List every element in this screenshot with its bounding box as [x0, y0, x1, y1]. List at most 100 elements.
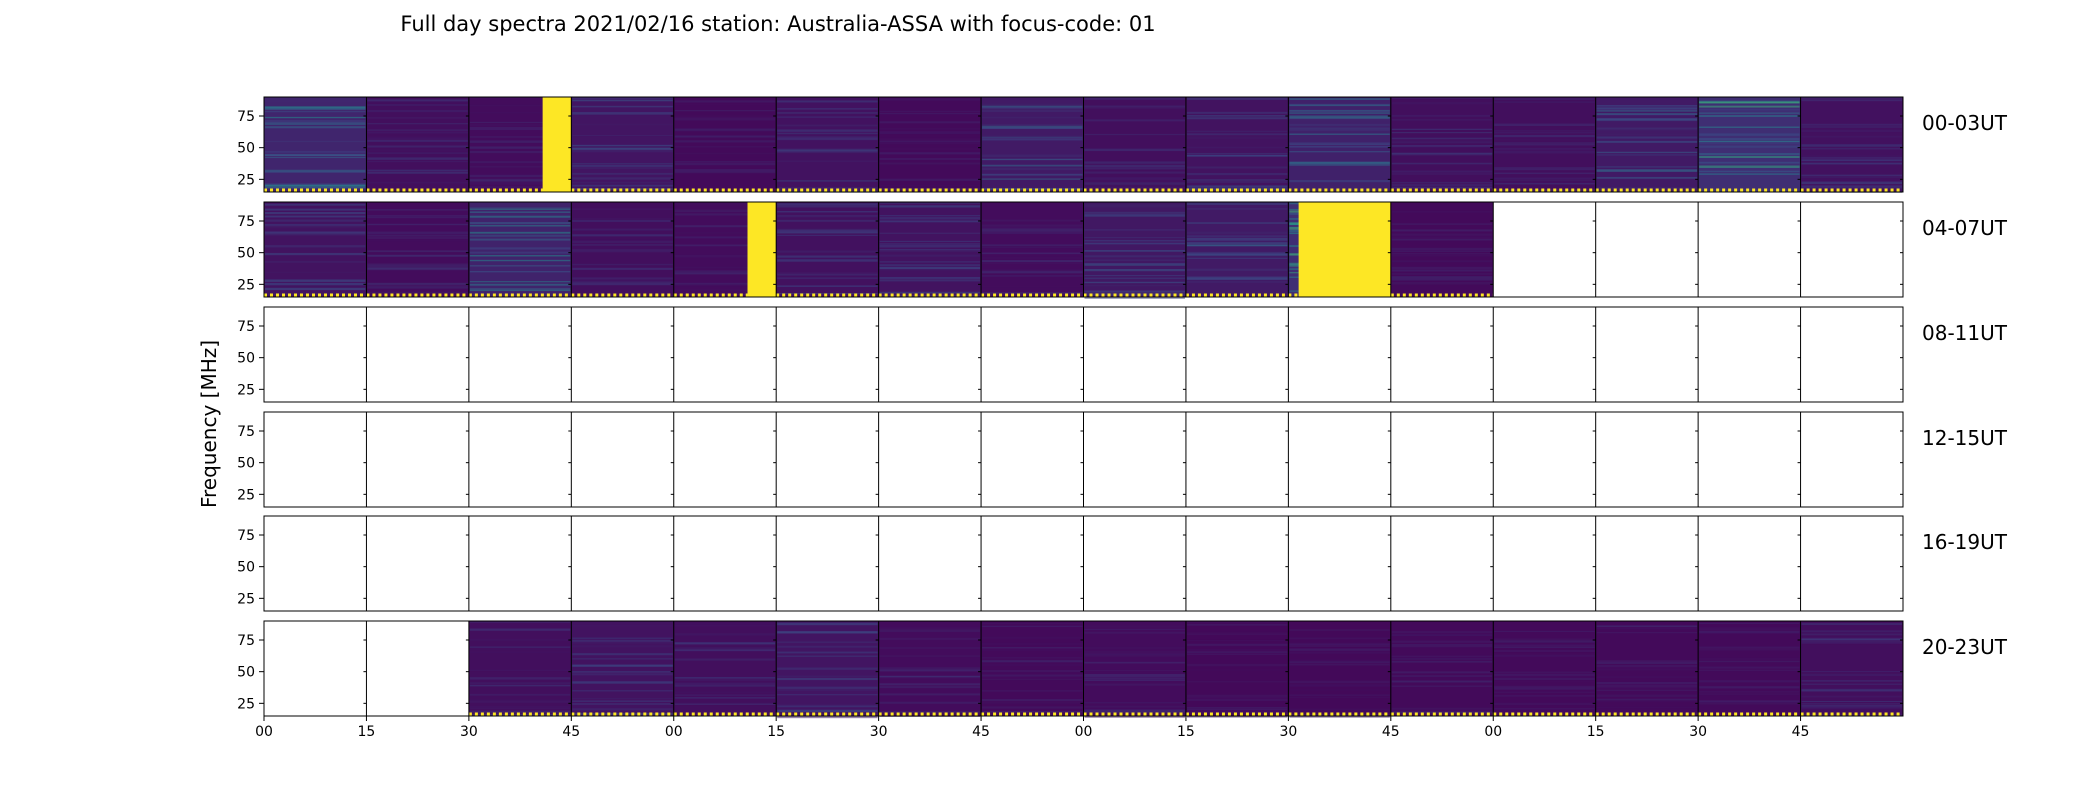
spectrum-streak [265, 287, 366, 291]
spectrum-streak [1084, 255, 1185, 258]
spectrum-streak [265, 150, 366, 153]
spectrum-streak [1699, 189, 1800, 192]
spectrum-streak [1084, 285, 1185, 287]
spectrum-streak [1186, 188, 1288, 191]
spectrum-streak [777, 136, 878, 139]
spectrum-streak [777, 112, 878, 114]
spectrum-streak [469, 140, 571, 143]
spectrum-cell [775, 97, 879, 193]
spectrum-streak [469, 97, 571, 99]
spectrum-streak [982, 103, 1083, 106]
spectrum-streak [982, 256, 1083, 260]
spectrum-streak [879, 220, 981, 223]
spectrum-cell [468, 412, 572, 507]
spectrum-streak [1391, 261, 1493, 263]
spectrum-streak [1494, 190, 1595, 193]
spectrum-cell [980, 202, 1084, 297]
spectrum-streak [265, 122, 366, 125]
spectrum-streak [1596, 119, 1698, 121]
spectrum-streak [1084, 715, 1185, 718]
spectrum-streak [1801, 623, 1902, 625]
spectrum-streak [1391, 239, 1493, 242]
spectrum-streak [1699, 632, 1800, 634]
spectrum-streak [1801, 155, 1902, 157]
spectrum-streak [469, 288, 571, 290]
spectrum-streak [777, 100, 878, 103]
xtick-label: 30 [460, 724, 478, 740]
spectrum-streak [367, 160, 468, 163]
spectrum-streak [1699, 112, 1800, 114]
spectrum-streak [367, 268, 468, 271]
spectrum-streak [1084, 646, 1185, 650]
spectrum-streak [1494, 130, 1595, 132]
spectrum-streak [1391, 238, 1493, 241]
spectrum-streak [777, 138, 878, 141]
spectrum-streak [1699, 692, 1800, 696]
spectrum-cell [1800, 412, 1903, 507]
spectrum-streak [777, 277, 878, 280]
spectrum-streak [1186, 653, 1288, 655]
spectrum-streak [1494, 691, 1595, 693]
spectrum-cell [1595, 412, 1699, 507]
spectrum-streak [572, 641, 673, 644]
spectrum-cell [980, 307, 1084, 402]
spectrum-streak [879, 264, 981, 267]
spectrum-streak [674, 649, 776, 651]
spectrum-streak [982, 137, 1083, 141]
spectrum-streak [1084, 187, 1185, 189]
spectrum-streak [1391, 655, 1493, 658]
spectrum-streak [1084, 669, 1185, 672]
spectrum-streak [777, 255, 878, 258]
spectrum-cell [980, 516, 1084, 611]
spectrum-streak [1391, 210, 1493, 213]
spectrum-streak [1596, 660, 1698, 662]
spectrum-streak [265, 215, 366, 218]
spectrum-streak [572, 263, 673, 266]
spectrum-streak [572, 282, 673, 286]
spectrum-background [1185, 97, 1289, 192]
spectrum-cell [775, 412, 879, 507]
ytick-label: 25 [237, 277, 255, 293]
spectrum-streak [1186, 256, 1288, 259]
spectrum-streak [1186, 207, 1288, 210]
spectrum-streak [879, 215, 981, 217]
spectrum-streak [777, 108, 878, 110]
spectrum-streak [1699, 700, 1800, 703]
spectrum-streak [982, 622, 1083, 625]
spectrum-streak [265, 227, 366, 229]
spectrum-streak [777, 285, 878, 287]
spectrum-streak [777, 116, 878, 118]
spectrum-streak [1596, 668, 1698, 671]
spectrum-streak [982, 669, 1083, 673]
spectrum-streak [777, 132, 878, 135]
ytick-label: 75 [237, 424, 255, 440]
spectrum-cell [365, 202, 469, 297]
row-frame [263, 306, 1904, 403]
spectrum-streak [265, 211, 366, 215]
spectrum-streak [1289, 145, 1390, 148]
spectrum-streak [879, 683, 981, 686]
spectrum-streak [367, 254, 468, 257]
spectrum-streak [777, 203, 878, 206]
xtick-label: 00 [1484, 724, 1502, 740]
spectrum-streak [1084, 673, 1185, 676]
ytick-label: 50 [237, 246, 255, 262]
spectrum-streak [1084, 264, 1185, 266]
spectrum-streak [1801, 714, 1902, 717]
spectra-row: 25 50 75 12-15UT [237, 411, 2008, 508]
spectrum-streak [1596, 154, 1698, 156]
spectrum-background [878, 97, 982, 192]
spectrum-streak [1494, 101, 1595, 103]
spectrum-cell [878, 307, 982, 402]
spectrum-streak [777, 686, 878, 689]
spectrum-streak [572, 177, 673, 180]
spectrum-cell [468, 307, 572, 402]
spectrum-cell [1697, 307, 1801, 402]
spectrum-streak [879, 188, 981, 190]
spectrum-streak [879, 693, 981, 696]
spectrum-streak [1699, 646, 1800, 649]
spectrum-streak [572, 239, 673, 242]
spectrum-streak [982, 260, 1083, 263]
spectrum-streak [674, 108, 776, 110]
spectrum-streak [1186, 222, 1288, 224]
